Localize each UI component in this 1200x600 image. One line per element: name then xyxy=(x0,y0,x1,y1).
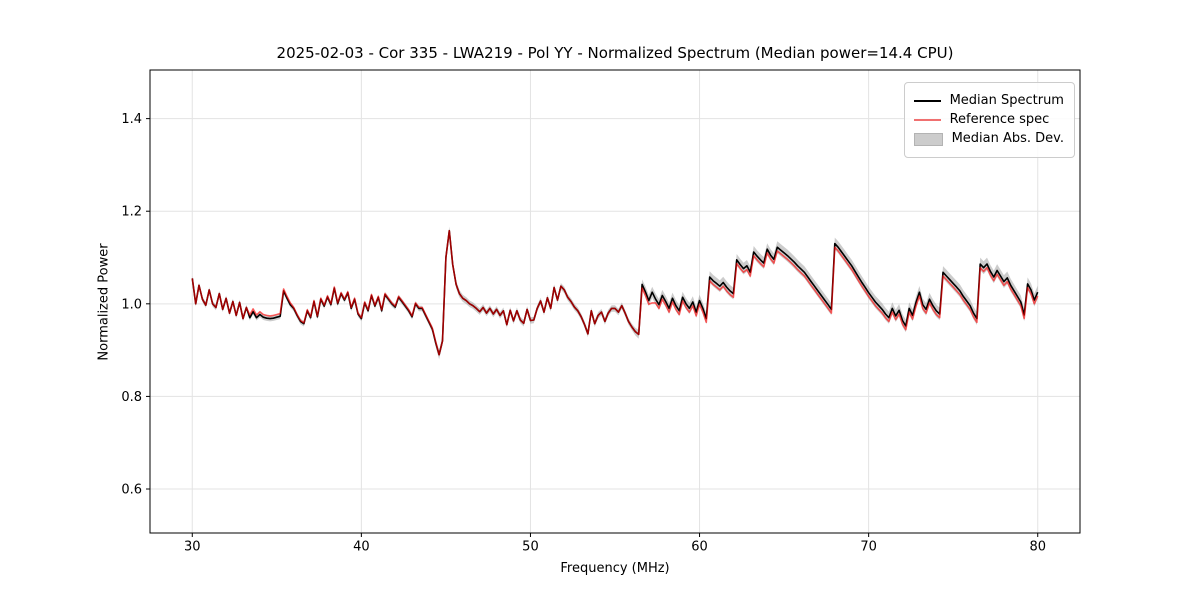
reference-spec-line xyxy=(191,229,1039,356)
legend-label-median-abs-dev: Median Abs. Dev. xyxy=(951,131,1064,146)
chart-title: 2025-02-03 - Cor 335 - LWA219 - Pol YY -… xyxy=(276,44,954,62)
tick-layer xyxy=(146,118,1039,537)
x-tick-label: 30 xyxy=(184,540,201,555)
median-spectrum-line xyxy=(191,229,1039,356)
x-tick-label: 70 xyxy=(860,540,877,555)
x-tick-label: 50 xyxy=(522,540,539,555)
legend-entry-median-abs-dev: Median Abs. Dev. xyxy=(913,131,1064,147)
y-tick-label: 1.2 xyxy=(121,205,142,220)
mad-band-layer xyxy=(192,226,1038,360)
tick-label-layer: 30 40 50 60 70 80 0.6 0.8 1.0 1.2 1.4 xyxy=(121,112,1046,554)
y-tick-label: 1.0 xyxy=(121,297,142,312)
y-tick-label: 0.6 xyxy=(121,483,142,498)
median-abs-dev-patch-swatch xyxy=(913,132,943,146)
line-layer xyxy=(191,229,1039,356)
x-axis-label: Frequency (MHz) xyxy=(560,561,670,576)
legend-label-reference-spec: Reference spec xyxy=(949,112,1050,127)
x-tick-label: 60 xyxy=(691,540,708,555)
legend: Median Spectrum Reference spec Median Ab… xyxy=(903,82,1075,158)
x-tick-label: 40 xyxy=(353,540,370,555)
median-spectrum-line-swatch xyxy=(913,100,941,102)
mad-band xyxy=(192,226,1038,360)
legend-entry-reference-spec: Reference spec xyxy=(913,112,1064,128)
y-tick-label: 0.8 xyxy=(121,390,142,405)
reference-spec-line-swatch xyxy=(913,119,941,121)
axes-frame xyxy=(149,69,1081,534)
y-tick-label: 1.4 xyxy=(121,112,142,127)
legend-label-median-spectrum: Median Spectrum xyxy=(949,93,1064,108)
legend-entry-median-spectrum: Median Spectrum xyxy=(913,93,1064,109)
x-tick-label: 80 xyxy=(1029,540,1046,555)
